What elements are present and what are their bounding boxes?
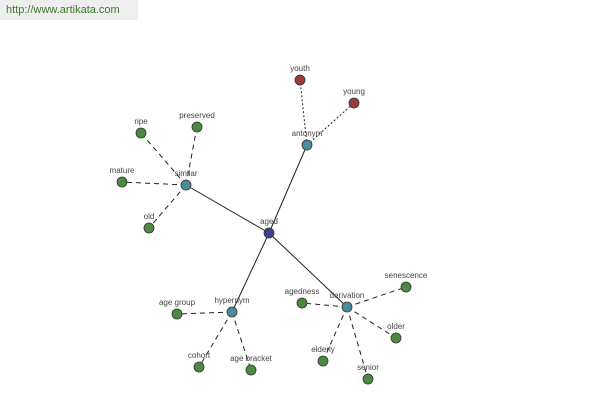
edge <box>306 102 355 146</box>
node <box>116 176 128 188</box>
node <box>296 297 308 309</box>
node <box>226 306 238 318</box>
node <box>301 139 313 151</box>
node <box>362 373 374 385</box>
edge <box>198 311 233 368</box>
edge <box>176 311 233 315</box>
edge <box>231 311 252 371</box>
node <box>390 332 402 344</box>
edge <box>346 306 397 339</box>
edge <box>268 144 308 234</box>
node <box>400 281 412 293</box>
node-label: senior <box>357 363 379 372</box>
node-label: elderly <box>311 345 335 354</box>
edge <box>346 286 407 308</box>
node-label: older <box>387 322 405 331</box>
node <box>143 222 155 234</box>
edge <box>322 306 348 362</box>
edge <box>148 184 187 229</box>
node <box>317 355 329 367</box>
node-label: ripe <box>134 117 148 126</box>
edge <box>121 181 187 186</box>
node-label: preserved <box>179 111 215 120</box>
node-label: derivation <box>330 291 365 300</box>
node-label: similar <box>174 169 197 178</box>
node <box>294 74 306 86</box>
node <box>193 361 205 373</box>
node-label: antonym <box>292 129 323 138</box>
edge <box>185 126 198 186</box>
node <box>263 227 275 239</box>
node <box>191 121 203 133</box>
edge <box>346 306 369 380</box>
edge <box>185 184 270 234</box>
header: http://www.artikata.com <box>0 0 138 20</box>
edge <box>301 302 348 308</box>
node-label: youth <box>290 64 310 73</box>
node-label: mature <box>110 166 135 175</box>
node-label: young <box>343 87 365 96</box>
node-label: agedness <box>285 287 320 296</box>
node-label: age group <box>159 298 196 307</box>
node-label: age bracket <box>230 354 273 363</box>
node-label: old <box>144 212 155 221</box>
node-label: cohort <box>188 351 211 360</box>
edge <box>299 79 308 146</box>
node <box>245 364 257 376</box>
edge <box>268 232 348 308</box>
node <box>341 301 353 313</box>
node <box>180 179 192 191</box>
node <box>171 308 183 320</box>
edge <box>231 232 270 313</box>
node-label: senescence <box>385 271 428 280</box>
node-label: aged <box>260 217 278 226</box>
node <box>348 97 360 109</box>
edge <box>140 132 187 186</box>
site-url[interactable]: http://www.artikata.com <box>6 4 120 16</box>
node-label: hypernym <box>214 296 249 305</box>
node <box>135 127 147 139</box>
